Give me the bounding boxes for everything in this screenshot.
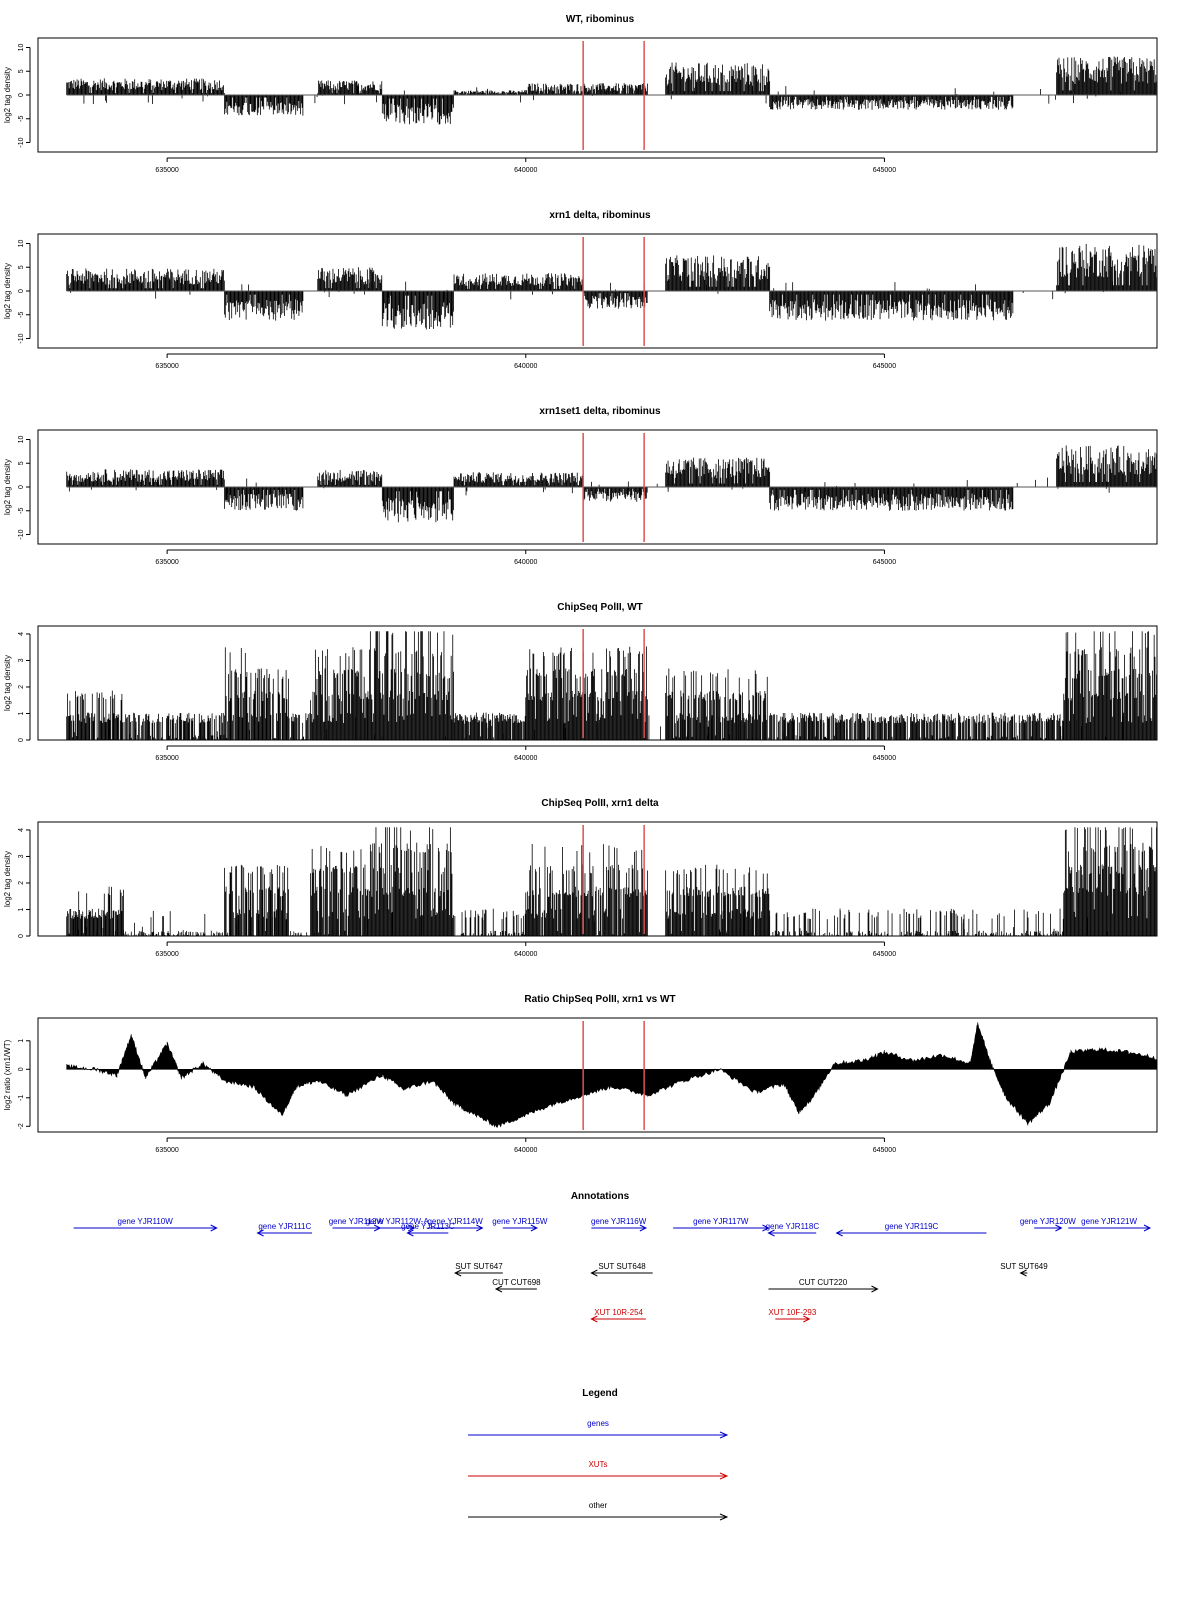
- y-tick-label: -5: [18, 312, 25, 318]
- x-tick-label: 640000: [514, 167, 537, 174]
- y-tick-label: 0: [18, 738, 25, 742]
- y-axis-label: log2 tag density: [3, 655, 12, 711]
- bar-series: [67, 445, 1157, 522]
- y-axis-label: log2 tag density: [3, 67, 12, 123]
- y-axis-label: log2 tag density: [3, 459, 12, 515]
- x-tick-label: 635000: [155, 755, 178, 762]
- chart-xrn1-ribominus: xrn1 delta, ribominus log2 tag density -10…: [0, 196, 1200, 392]
- x-tick-label: 640000: [514, 559, 537, 566]
- panel-wt-ribominus: WT, ribominus log2 tag density -10 -5 0 5 10 63…: [0, 0, 1200, 200]
- y-tick-label: 4: [18, 632, 25, 636]
- bar-series: [67, 244, 1157, 330]
- y-tick-label: 3: [18, 658, 25, 662]
- y-tick-label: 1: [18, 711, 25, 715]
- y-tick-label: -10: [18, 137, 25, 147]
- x-tick-label: 640000: [514, 755, 537, 762]
- chart-wt-ribominus: WT, ribominus log2 tag density -10 -5 0 5 10 63…: [0, 0, 1200, 196]
- x-tick-label: 635000: [155, 559, 178, 566]
- y-tick-label: 5: [18, 69, 25, 73]
- chart-xrn1set1-ribominus: xrn1set1 delta, ribominus log2 tag densit…: [0, 392, 1200, 588]
- y-axis-label: log2 tag density: [3, 263, 12, 319]
- y-tick-label: 0: [18, 485, 25, 489]
- y-tick-label: 2: [18, 685, 25, 689]
- x-tick-label: 645000: [873, 755, 896, 762]
- y-tick-label: 5: [18, 461, 25, 465]
- y-tick-label: -5: [18, 508, 25, 514]
- x-tick-label: 645000: [873, 167, 896, 174]
- chart-title: xrn1 delta, ribominus: [549, 210, 651, 221]
- x-tick-label: 635000: [155, 363, 178, 370]
- chart-chipseq-wt: ChipSeq PolII, WT log2 tag density 0 1 2 3 4 63…: [0, 588, 1200, 784]
- panel-chipseq-wt: ChipSeq PolII, WT log2 tag density 0 1 2 3 4 63…: [0, 588, 1200, 788]
- y-tick-label: -10: [18, 333, 25, 343]
- y-tick-label: 0: [18, 93, 25, 97]
- chart-title: ChipSeq PolII, WT: [557, 602, 643, 613]
- y-tick-label: 0: [18, 289, 25, 293]
- panel-xrn1set1-ribominus: xrn1set1 delta, ribominus log2 tag densit…: [0, 392, 1200, 592]
- x-tick-label: 640000: [514, 363, 537, 370]
- y-tick-label: 10: [18, 436, 25, 444]
- chart-title: WT, ribominus: [566, 14, 635, 25]
- bar-series: [67, 631, 1157, 740]
- x-tick-label: 645000: [873, 363, 896, 370]
- y-tick-label: -5: [18, 116, 25, 122]
- bar-series: [67, 57, 1157, 125]
- y-tick-label: 10: [18, 240, 25, 248]
- panel-xrn1-ribominus: xrn1 delta, ribominus log2 tag density -10…: [0, 196, 1200, 396]
- x-tick-label: 635000: [155, 167, 178, 174]
- y-tick-label: 10: [18, 44, 25, 52]
- x-tick-label: 645000: [873, 559, 896, 566]
- y-tick-label: -10: [18, 529, 25, 539]
- chart-title: xrn1set1 delta, ribominus: [539, 406, 661, 417]
- y-tick-label: 5: [18, 265, 25, 269]
